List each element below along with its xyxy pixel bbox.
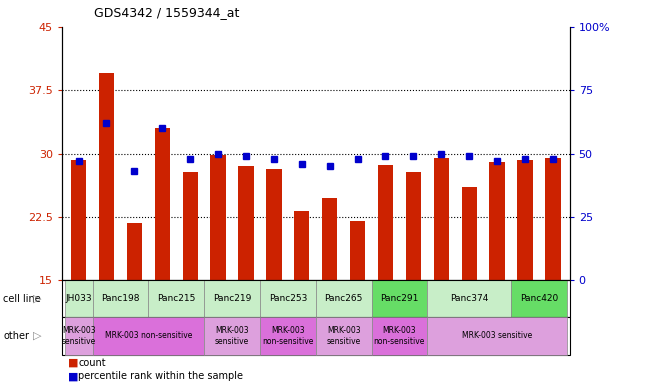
Bar	[434, 158, 449, 280]
Bar	[316, 317, 372, 355]
Text: percentile rank within the sample: percentile rank within the sample	[78, 371, 243, 381]
Bar	[238, 166, 254, 280]
Text: Panc253: Panc253	[269, 294, 307, 303]
Bar	[427, 280, 511, 317]
Text: Panc420: Panc420	[519, 294, 558, 303]
Bar	[64, 317, 92, 355]
Bar	[99, 73, 114, 280]
Text: count: count	[78, 358, 105, 368]
Bar	[427, 317, 567, 355]
Bar	[204, 317, 260, 355]
Bar	[204, 280, 260, 317]
Bar	[378, 165, 393, 280]
Bar	[350, 221, 365, 280]
Bar	[154, 128, 170, 280]
Text: Panc291: Panc291	[380, 294, 419, 303]
Bar	[322, 197, 337, 280]
Bar	[260, 317, 316, 355]
Bar	[92, 280, 148, 317]
Bar	[518, 159, 533, 280]
Text: Panc219: Panc219	[213, 294, 251, 303]
Text: ▷: ▷	[33, 331, 41, 341]
Bar	[182, 172, 198, 280]
Text: Panc265: Panc265	[324, 294, 363, 303]
Text: GDS4342 / 1559344_at: GDS4342 / 1559344_at	[94, 6, 240, 19]
Bar	[316, 280, 372, 317]
Bar	[266, 169, 281, 280]
Text: Panc374: Panc374	[450, 294, 488, 303]
Bar	[545, 158, 561, 280]
Bar	[148, 280, 204, 317]
Bar	[127, 223, 142, 280]
Bar	[260, 280, 316, 317]
FancyBboxPatch shape	[62, 280, 570, 317]
Text: MRK-003
non-sensitive: MRK-003 non-sensitive	[262, 326, 314, 346]
Bar	[64, 280, 92, 317]
Text: MRK-003
sensitive: MRK-003 sensitive	[61, 326, 96, 346]
Text: ■: ■	[68, 358, 79, 368]
Text: Panc198: Panc198	[101, 294, 140, 303]
Text: Panc215: Panc215	[157, 294, 195, 303]
Text: JH033: JH033	[65, 294, 92, 303]
Text: MRK-003
non-sensitive: MRK-003 non-sensitive	[374, 326, 425, 346]
Text: cell line: cell line	[3, 293, 41, 304]
Bar	[511, 280, 567, 317]
Bar	[490, 162, 505, 280]
Text: other: other	[3, 331, 29, 341]
Bar	[294, 211, 309, 280]
Text: MRK-003 non-sensitive: MRK-003 non-sensitive	[105, 331, 192, 341]
Bar	[372, 280, 427, 317]
Text: MRK-003 sensitive: MRK-003 sensitive	[462, 331, 533, 341]
Bar	[210, 155, 226, 280]
Bar	[372, 317, 427, 355]
Bar	[406, 172, 421, 280]
Bar	[71, 161, 86, 280]
Text: ■: ■	[68, 371, 79, 381]
FancyBboxPatch shape	[62, 317, 570, 355]
Bar	[462, 187, 477, 280]
Bar	[92, 317, 204, 355]
Text: ▷: ▷	[33, 293, 41, 304]
Text: MRK-003
sensitive: MRK-003 sensitive	[327, 326, 361, 346]
Text: MRK-003
sensitive: MRK-003 sensitive	[215, 326, 249, 346]
